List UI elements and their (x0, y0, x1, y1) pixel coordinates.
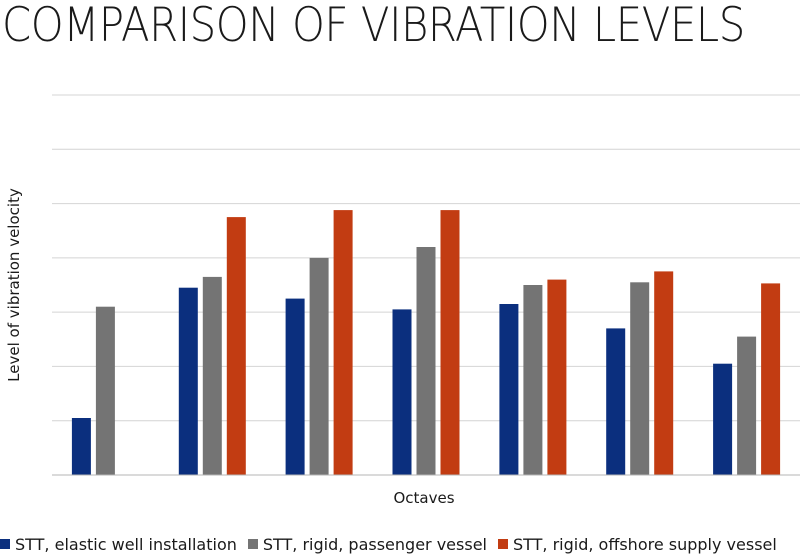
bar-series-2-group-6 (630, 282, 650, 475)
legend-label-offshore: STT, rigid, offshore supply vessel (512, 534, 777, 554)
bar-series-2-group-5 (523, 285, 543, 475)
legend-item-passenger: STT, rigid, passenger vessel (247, 534, 487, 554)
chart-title: COMPARISON OF VIBRATION LEVELS (2, 0, 745, 53)
legend-item-elastic: STT, elastic well installation (0, 535, 237, 554)
bars (71, 210, 781, 475)
bar-series-3-group-3 (333, 210, 353, 475)
bar-series-2-group-4 (416, 247, 436, 475)
legend-label-elastic: STT, elastic well installation (15, 534, 237, 554)
bar-series-3-group-4 (440, 210, 460, 475)
bar-series-1-group-4 (392, 309, 412, 475)
legend-swatch-elastic (0, 539, 10, 549)
bar-series-3-group-6 (654, 271, 674, 475)
bar-series-3-group-2 (226, 217, 246, 475)
bar-series-1-group-5 (499, 304, 519, 475)
legend-swatch-passenger (247, 539, 258, 549)
bar-series-2-group-3 (309, 257, 329, 475)
bar-series-1-group-7 (713, 363, 733, 475)
legend-label-passenger: STT, rigid, passenger vessel (262, 534, 487, 554)
bar-series-3-group-5 (547, 279, 567, 475)
bar-series-1-group-1 (71, 418, 91, 475)
bar-series-1-group-3 (285, 298, 305, 475)
bar-series-2-group-2 (202, 276, 222, 475)
legend: STT, elastic well installation STT, rigi… (0, 534, 800, 554)
bar-series-2-group-1 (95, 306, 115, 475)
bar-series-3-group-7 (761, 283, 781, 475)
legend-item-offshore: STT, rigid, offshore supply vessel (497, 534, 777, 554)
y-axis-label: Level of vibration velocity (5, 188, 23, 382)
legend-swatch-offshore (497, 539, 508, 549)
bar-series-1-group-2 (178, 287, 198, 475)
bar-series-2-group-7 (737, 336, 757, 475)
x-axis-label: Octaves (393, 489, 454, 507)
bar-series-1-group-6 (606, 328, 626, 475)
